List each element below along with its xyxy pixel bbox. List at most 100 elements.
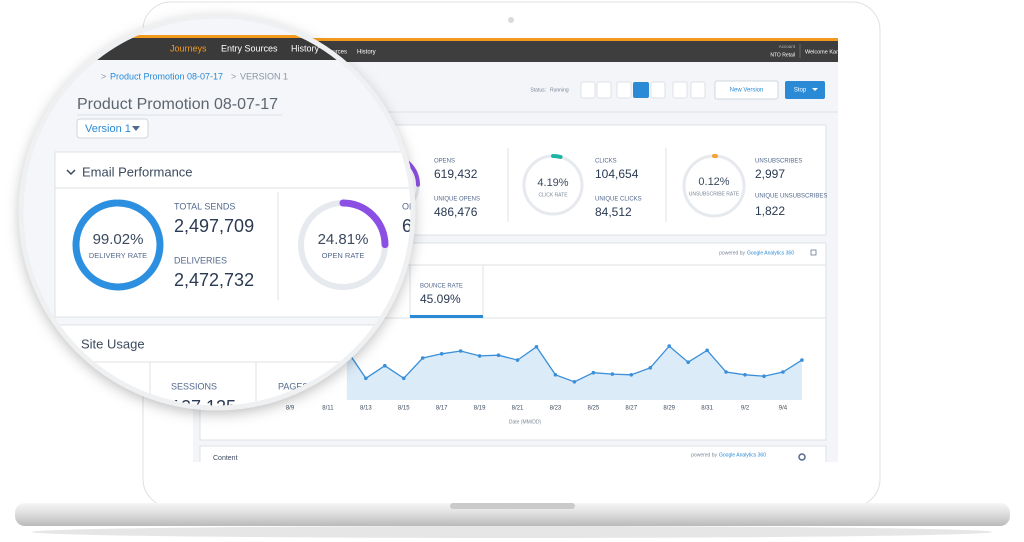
stat-label: OPENS <box>402 201 434 211</box>
point <box>686 360 690 365</box>
stat-value: 619,432 <box>402 216 467 236</box>
tab-active-indicator <box>410 315 483 318</box>
point <box>610 372 615 376</box>
rate-value: 24.81% <box>318 231 369 248</box>
x-tick-label: 8/15 <box>398 406 410 412</box>
ga-link[interactable]: Google Analytics 360 <box>719 452 766 458</box>
point <box>781 370 785 374</box>
nav-item[interactable]: Sources <box>325 50 347 56</box>
point <box>762 374 766 379</box>
tool-button[interactable] <box>596 81 612 99</box>
x-tick-label: 8/13 <box>360 406 372 412</box>
select-caret <box>132 126 140 131</box>
powered-by: powered by <box>691 452 717 458</box>
stat-value: 84,512 <box>595 205 632 219</box>
point <box>534 345 539 349</box>
nav-item[interactable]: History <box>357 50 376 56</box>
x-tick-label: 8/29 <box>663 406 675 412</box>
stop-caret <box>812 88 818 91</box>
point <box>364 376 368 381</box>
breadcrumb-current: VERSION 1 <box>240 71 288 81</box>
point <box>401 376 406 381</box>
content-heading: Content <box>213 455 238 462</box>
tab-value[interactable]: 45.09% <box>420 292 461 306</box>
point <box>629 373 634 377</box>
tab-label[interactable]: SESSIONS <box>171 381 217 391</box>
tool-button[interactable] <box>650 81 666 99</box>
ga-link[interactable]: Google Analytics 360 <box>747 250 794 256</box>
nav-item[interactable]: History <box>291 43 320 53</box>
base-notch <box>450 503 575 509</box>
breadcrumb-separator: > <box>231 71 236 81</box>
external-icon <box>810 249 817 256</box>
rate-name: CLICK RATE <box>538 192 568 198</box>
stat-value: 1,822 <box>755 204 785 218</box>
nav-item-active[interactable]: Journeys <box>170 43 207 53</box>
rate-name: DELIVERY RATE <box>89 251 147 260</box>
point <box>458 349 463 353</box>
magnifier-rim <box>18 13 416 411</box>
stat-label: UNIQUE UNSUBSCRIBES <box>755 194 827 200</box>
settings-icon[interactable] <box>798 453 806 461</box>
tool-button[interactable] <box>690 81 706 99</box>
click-ring <box>522 154 584 216</box>
breadcrumb-separator: > <box>101 71 106 81</box>
tab-label[interactable]: BOUNCE RATE <box>420 284 463 290</box>
journey-title: Product Promotion 08-07-17 <box>77 96 278 113</box>
tool-button[interactable] <box>616 81 632 99</box>
new-version-label[interactable]: New Version <box>730 88 764 94</box>
point <box>724 370 728 374</box>
base-shadow <box>32 526 992 538</box>
camera <box>508 17 514 23</box>
stat-label: DELIVERIES <box>174 255 227 265</box>
stat-value: 619,432 <box>434 167 478 181</box>
account-label: Account <box>779 44 796 49</box>
x-tick-label: 8/9 <box>286 406 295 412</box>
point <box>553 373 558 377</box>
stat-value: 486,476 <box>434 205 478 219</box>
point <box>800 358 804 362</box>
point <box>515 358 520 362</box>
rate-name: OPEN RATE <box>322 251 365 260</box>
new-version-button[interactable] <box>714 80 779 100</box>
breadcrumb-link[interactable]: Product Promotion 08-07-17 <box>110 71 223 81</box>
x-tick-label: 8/19 <box>474 406 486 412</box>
x-tick-label: 9/4 <box>779 406 788 412</box>
nav-accent <box>193 38 838 41</box>
x-tick-label: 8/23 <box>550 406 562 412</box>
stat-value: 2,497,709 <box>174 216 254 236</box>
point <box>591 370 596 375</box>
stat-label: UNIQUE OPENS <box>434 197 480 203</box>
account[interactable]: NTO Retail <box>770 52 795 58</box>
tab-value[interactable]: 127,125 <box>171 397 236 417</box>
stat-value: 2,472,732 <box>174 270 254 290</box>
point <box>648 366 653 370</box>
x-tick-label: 8/17 <box>436 406 448 412</box>
welcome[interactable]: Welcome Karen <box>805 49 844 55</box>
stat-label: UNIQUE CLICKS <box>595 197 642 203</box>
tool-button[interactable] <box>580 81 596 99</box>
rate-value: 0.12% <box>698 176 729 188</box>
content-card <box>199 445 827 462</box>
email-heading: Email Performance <box>82 164 193 179</box>
x-tick-label: 8/31 <box>701 406 713 412</box>
point <box>572 380 577 384</box>
x-tick-label: 8/21 <box>512 406 524 412</box>
line-chart: 8/9 8/11 8/13 8/15 8/17 8/19 8/21 8/23 8/25 8/27 8… <box>286 344 804 412</box>
nav-item[interactable]: Entry Sources <box>221 43 278 53</box>
rate-value: 99.02% <box>93 231 144 248</box>
stop-button[interactable] <box>785 81 825 99</box>
powered-by: powered by <box>719 250 745 256</box>
version-select[interactable] <box>76 118 149 139</box>
tool-button-active[interactable] <box>633 82 649 98</box>
version-select-label[interactable]: Version 1 <box>85 123 131 135</box>
stat-value: 104,654 <box>595 167 639 181</box>
point <box>496 353 501 358</box>
area <box>346 346 802 400</box>
stop-label[interactable]: Stop <box>794 88 807 94</box>
collapse-chevron[interactable] <box>66 169 76 176</box>
status: Running <box>550 87 569 93</box>
delivery-ring <box>72 199 164 291</box>
tool-button[interactable] <box>672 81 688 99</box>
